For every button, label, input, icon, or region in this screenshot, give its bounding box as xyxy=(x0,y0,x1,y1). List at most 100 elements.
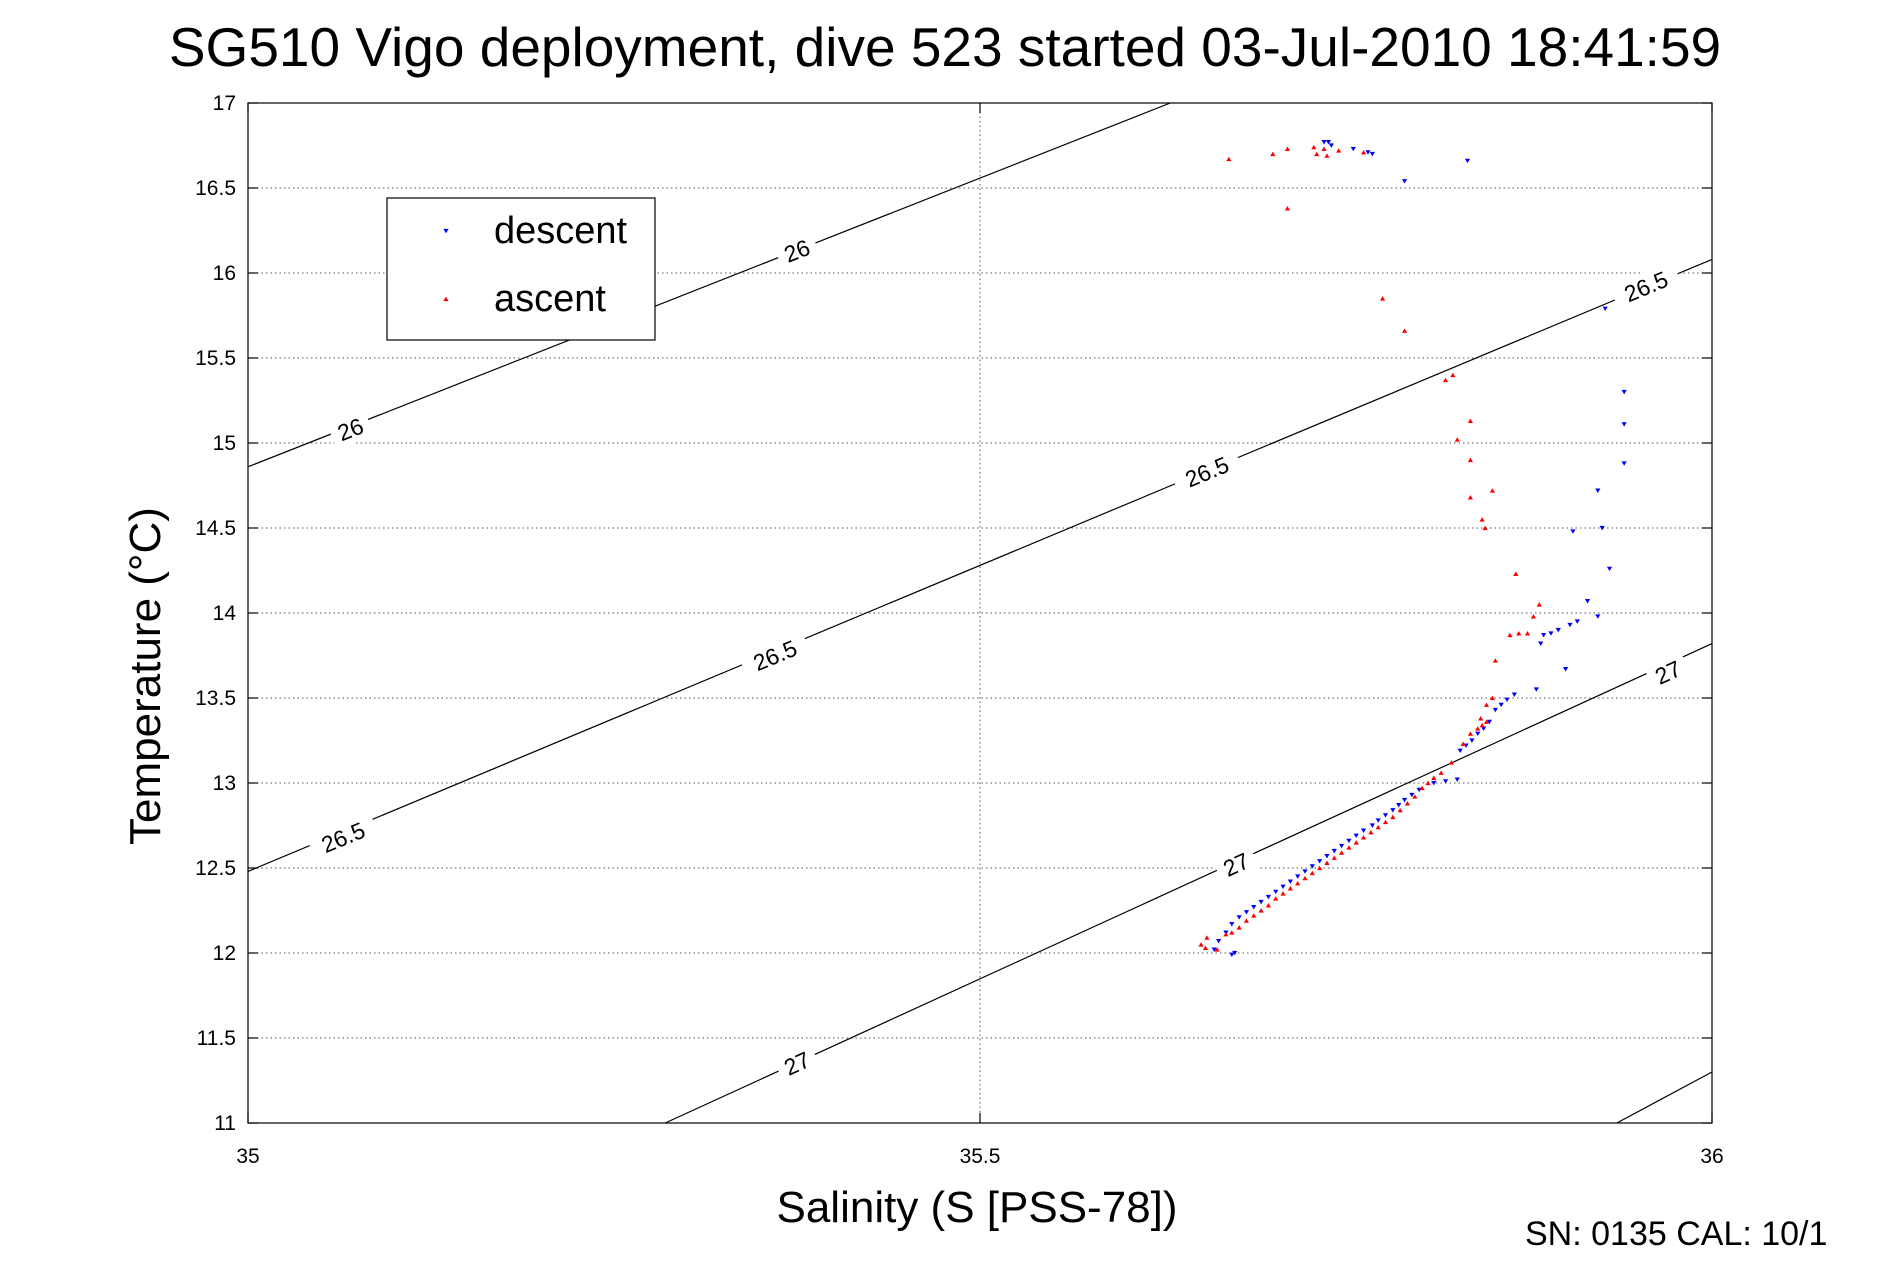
ascent-point xyxy=(1479,517,1485,522)
descent-point xyxy=(1273,889,1279,895)
y-axis-title: Temperature (°C) xyxy=(121,507,170,845)
descent-point xyxy=(1555,627,1561,633)
descent-point xyxy=(1570,529,1576,534)
ascent-point xyxy=(1482,525,1488,531)
descent-point xyxy=(1464,158,1471,164)
ascent-point xyxy=(1280,891,1286,896)
descent-point xyxy=(1511,692,1517,697)
descent-point xyxy=(1584,599,1591,604)
descent-point xyxy=(1595,488,1601,493)
density-contour-line xyxy=(247,102,1171,468)
ascent-point xyxy=(1346,845,1352,850)
ascent-point xyxy=(1475,726,1481,731)
descent-point xyxy=(1396,803,1402,808)
descent-point xyxy=(1229,952,1235,958)
ascent-point xyxy=(1204,935,1210,940)
ascent-point xyxy=(1236,925,1242,930)
density-contour-line xyxy=(247,258,1713,872)
descent-point xyxy=(1309,864,1315,869)
legend: descent ascent xyxy=(386,197,656,341)
ascent-point xyxy=(1397,807,1403,813)
y-tick-label: 15 xyxy=(213,432,236,455)
descent-point xyxy=(1229,922,1235,927)
y-tick-label: 12.5 xyxy=(195,857,236,880)
descent-point xyxy=(1321,140,1327,145)
descent-point xyxy=(1232,950,1238,956)
ascent-point xyxy=(1265,903,1272,908)
contour-label-mask xyxy=(773,230,821,272)
ascent-point xyxy=(1404,801,1411,806)
contour-label-mask xyxy=(1212,843,1261,886)
ascent-point xyxy=(1336,148,1342,153)
descent-point xyxy=(1280,884,1286,890)
descent-point xyxy=(1454,777,1460,782)
contour-label-mask xyxy=(738,629,812,682)
ascent-point xyxy=(1425,780,1431,786)
descent-point xyxy=(1574,619,1580,624)
descent-point xyxy=(1251,905,1257,910)
descent-point xyxy=(1295,874,1301,879)
descent-point xyxy=(1401,797,1408,803)
ascent-point xyxy=(1311,144,1317,150)
density-contour-line xyxy=(1616,1071,1713,1124)
ascent-point xyxy=(1479,722,1485,728)
ascent-point xyxy=(1483,702,1490,707)
ascent-point xyxy=(1460,741,1466,746)
ascent-point xyxy=(1287,886,1293,891)
ascent-point xyxy=(1530,614,1536,619)
ascent-point xyxy=(1295,880,1301,886)
y-tick-label: 16.5 xyxy=(195,177,236,200)
ascent-point xyxy=(1243,918,1250,923)
contour-label-mask xyxy=(772,1042,822,1085)
legend-label-descent: descent xyxy=(494,210,628,252)
x-tick-label: 35 xyxy=(236,1145,259,1168)
legend-label-ascent: ascent xyxy=(494,278,606,320)
legend-marker-descent xyxy=(443,228,449,234)
ascent-point xyxy=(1251,913,1257,918)
y-tick-label: 13 xyxy=(213,772,236,795)
descent-point xyxy=(1243,910,1250,915)
descent-point xyxy=(1390,808,1396,813)
ascent-point xyxy=(1516,631,1522,636)
ascent-point xyxy=(1229,930,1235,935)
axis-ticks: 11 11.5 12 12.5 13 13.5 14 14.5 15 15.5 16 16.5 17 35… xyxy=(195,92,1724,1168)
ascent-point xyxy=(1380,296,1386,301)
ascent-point xyxy=(1483,719,1490,724)
ascent-point xyxy=(1450,372,1456,378)
ascent-point xyxy=(1198,942,1204,947)
y-tick-label: 11 xyxy=(214,1112,236,1135)
descent-point xyxy=(1346,838,1352,844)
y-tick-label: 14.5 xyxy=(195,517,236,540)
descent-point xyxy=(1538,641,1544,646)
ascent-point xyxy=(1524,631,1531,636)
descent-point xyxy=(1265,894,1272,900)
ascent-point xyxy=(1258,908,1264,913)
ascent-point xyxy=(1273,896,1279,901)
descent-point xyxy=(1216,939,1222,944)
descent-point xyxy=(1317,859,1323,864)
y-tick-label: 14 xyxy=(213,602,237,625)
descent-point xyxy=(1211,947,1217,952)
ascent-point xyxy=(1368,829,1374,835)
ascent-point xyxy=(1302,875,1308,881)
ascent-point xyxy=(1454,437,1460,442)
y-tick-label: 17 xyxy=(213,92,236,115)
contour-label-mask xyxy=(1609,260,1683,313)
contour-label-mask xyxy=(326,409,375,450)
descent-point xyxy=(1486,719,1493,725)
descent-point xyxy=(1328,143,1334,148)
ascent-point xyxy=(1467,495,1474,500)
ascent-point xyxy=(1448,760,1455,765)
ascent-point xyxy=(1467,418,1474,423)
descent-point xyxy=(1382,813,1389,818)
ascent-point xyxy=(1489,488,1495,493)
descent-point xyxy=(1475,731,1481,737)
contour-label-mask xyxy=(306,811,380,864)
x-tick-label: 36 xyxy=(1700,1145,1723,1168)
descent-point xyxy=(1431,780,1437,786)
descent-point xyxy=(1504,697,1510,703)
x-tick-label: 35.5 xyxy=(960,1145,1001,1168)
descent-point xyxy=(1401,179,1408,184)
descent-point xyxy=(1442,779,1449,784)
